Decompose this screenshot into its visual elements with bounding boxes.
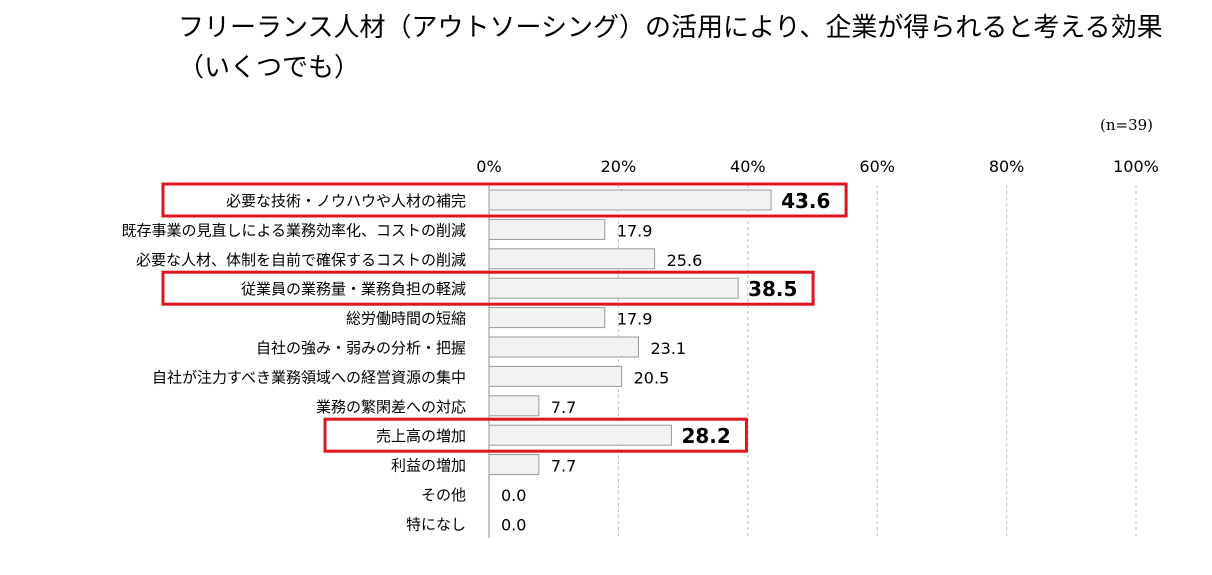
category-label: 従業員の業務量・業務負担の軽減: [241, 280, 466, 298]
value-label: 38.5: [748, 277, 797, 301]
bar: [488, 277, 739, 299]
bar: [488, 365, 623, 387]
sample-size-label: (n=39): [1100, 116, 1154, 134]
bar: [488, 395, 540, 417]
x-tick-label: 100%: [1113, 157, 1159, 176]
value-label: 17.9: [617, 221, 653, 240]
chart-title: フリーランス人材（アウトソーシング）の活用により、企業が得られると考える効果（い…: [178, 13, 1163, 83]
x-tick-label: 80%: [989, 157, 1025, 176]
value-label: 0.0: [501, 486, 526, 505]
bar: [488, 307, 606, 329]
category-label: 自社の強み・弱みの分析・把握: [256, 339, 466, 357]
bar: [488, 336, 639, 358]
category-label: 売上高の増加: [376, 427, 466, 445]
x-tick-label: 60%: [859, 157, 895, 176]
bar: [488, 424, 672, 446]
highlight-box: [161, 182, 848, 218]
category-label: 自社が注力すべき業務領域への経営資源の集中: [152, 368, 466, 386]
highlight-box: [323, 417, 748, 453]
value-label: 7.7: [551, 457, 576, 476]
value-label: 17.9: [617, 310, 653, 329]
highlight-box: [161, 270, 815, 306]
category-label: 総労働時間の短縮: [346, 310, 466, 328]
x-tick-label: 40%: [730, 157, 766, 176]
category-label: 業務の繁閑差への対応: [316, 398, 466, 416]
category-label: 既存事業の見直しによる業務効率化、コストの削減: [121, 221, 466, 239]
category-label: その他: [421, 486, 466, 504]
value-label: 20.5: [634, 368, 670, 387]
x-tick-label: 0%: [476, 157, 501, 176]
value-label: 7.7: [551, 398, 576, 417]
category-label: 必要な人材、体制を自前で確保するコストの削減: [136, 251, 466, 269]
value-label: 23.1: [650, 339, 686, 358]
bar: [488, 454, 540, 476]
category-label: 利益の増加: [391, 457, 466, 475]
category-label: 必要な技術・ノウハウや人材の補完: [226, 192, 466, 210]
value-label: 0.0: [501, 515, 526, 534]
value-label: 43.6: [781, 189, 830, 213]
bar: [488, 218, 606, 240]
category-label: 特になし: [406, 515, 466, 533]
x-tick-label: 20%: [601, 157, 637, 176]
bar: [488, 248, 656, 270]
bar: [488, 189, 772, 211]
value-label: 28.2: [681, 424, 730, 448]
value-label: 25.6: [667, 251, 703, 270]
